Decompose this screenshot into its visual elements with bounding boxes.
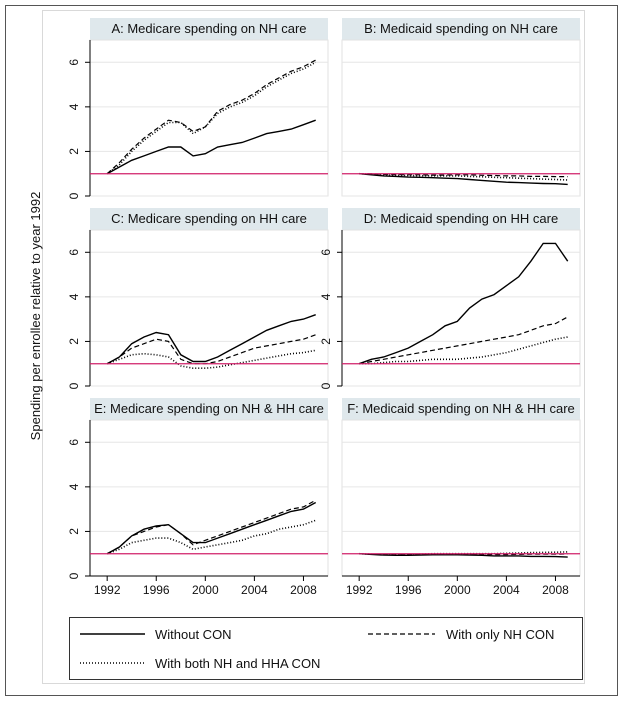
panel-b-series-with-only-nh-con (359, 173, 568, 178)
figure-frame (5, 5, 618, 696)
panel-d-y-tick-label: 6 (319, 249, 333, 256)
panel-c-title: C: Medicare spending on HH care (111, 211, 307, 226)
legend-label-with-only-nh-con: With only NH CON (446, 627, 554, 642)
panel-e-y-tick-label: 4 (67, 483, 81, 490)
panel-a-title: A: Medicare spending on NH care (111, 21, 306, 36)
panel-f-x-tick-label: 2000 (444, 583, 471, 597)
panel-a-y-tick-label: 4 (67, 103, 81, 110)
panel-b-plot-area (341, 39, 581, 197)
panel-e-plot-area (89, 419, 329, 577)
panel-d-series-without-con (358, 242, 569, 365)
legend-label-with-both-nh-and-hha-con: With both NH and HHA CON (155, 656, 320, 671)
panel-e-x-tick-label: 2008 (290, 583, 317, 597)
panel-c-series-with-only-nh-con (106, 334, 316, 365)
panel-f-x-tick-label: 2004 (493, 583, 520, 597)
panel-d-title: D: Medicaid spending on HH care (364, 211, 558, 226)
panel-c-y-tick-label: 2 (67, 338, 81, 345)
panels: A: Medicare spending on NH care 0 2 4 6 B: Me… (67, 18, 581, 597)
legend: Without CON With only NH CON With both N… (69, 617, 583, 680)
panel-e-x-tick-label: 1992 (94, 583, 121, 597)
y-axis-label: Spending per enrollee relative to year 1… (28, 192, 43, 441)
panel-c-series-without-con (106, 314, 316, 365)
panel-b-series-without-con (359, 173, 568, 186)
legend-label-without-con: Without CON (155, 627, 232, 642)
panel-d-y-tick-label: 2 (319, 338, 333, 345)
panel-e-y-tick-label: 0 (67, 572, 81, 579)
panel-a-series-with-both-nh-and-hha-con (106, 61, 317, 175)
panel-e: E: Medicare spending on NH & HH care 0 2 4 6… (67, 398, 329, 597)
panel-f: F: Medicaid spending on NH & HH care 1992… (341, 398, 581, 597)
panel-c-plot-area (89, 229, 329, 387)
panel-a-header (90, 18, 328, 40)
panel-d-header (342, 208, 580, 230)
panel-c-y-tick-label: 0 (67, 382, 81, 389)
panel-c: C: Medicare spending on HH care 0 2 4 6 (67, 208, 329, 389)
panel-a-y-tick-label: 6 (67, 59, 81, 66)
panel-e-x-tick-label: 1996 (143, 583, 170, 597)
panel-e-x-tick-label: 2004 (241, 583, 268, 597)
panel-c-header (90, 208, 328, 230)
panel-d: D: Medicaid spending on HH care 0 2 4 6 (319, 208, 581, 389)
legend-box (69, 617, 583, 680)
panel-b-header (342, 18, 580, 40)
panel-f-x-tick-label: 2008 (542, 583, 569, 597)
panel-d-series-with-only-nh-con (359, 316, 568, 365)
panel-e-series-without-con (106, 501, 317, 555)
panel-e-y-tick-label: 6 (67, 439, 81, 446)
panel-e-x-tick-label: 2000 (192, 583, 219, 597)
panel-d-y-tick-label: 4 (319, 293, 333, 300)
panel-c-y-tick-label: 6 (67, 249, 81, 256)
panel-a: A: Medicare spending on NH care 0 2 4 6 (67, 18, 329, 199)
panel-c-series-with-both-nh-and-hha-con (106, 349, 316, 370)
panel-e-series-with-only-nh-con (106, 499, 316, 555)
panel-f-x-tick-label: 1992 (346, 583, 373, 597)
panel-a-plot-area (89, 39, 329, 197)
panel-b: B: Medicaid spending on NH care (341, 18, 581, 197)
panel-e-header (90, 398, 328, 420)
panel-a-y-tick-label: 2 (67, 148, 81, 155)
panel-c-y-tick-label: 4 (67, 293, 81, 300)
panel-e-title: E: Medicare spending on NH & HH care (94, 401, 324, 416)
panel-e-y-tick-label: 2 (67, 528, 81, 535)
panel-a-y-tick-label: 0 (67, 192, 81, 199)
panel-a-series-without-con (106, 119, 316, 175)
panel-d-plot-area (341, 229, 581, 387)
panel-d-y-tick-label: 0 (319, 382, 333, 389)
panel-f-x-tick-label: 1996 (395, 583, 422, 597)
panel-b-title: B: Medicaid spending on NH care (364, 21, 558, 36)
panel-f-plot-area (341, 419, 581, 577)
panel-f-title: F: Medicaid spending on NH & HH care (347, 401, 575, 416)
panel-f-header (342, 398, 580, 420)
